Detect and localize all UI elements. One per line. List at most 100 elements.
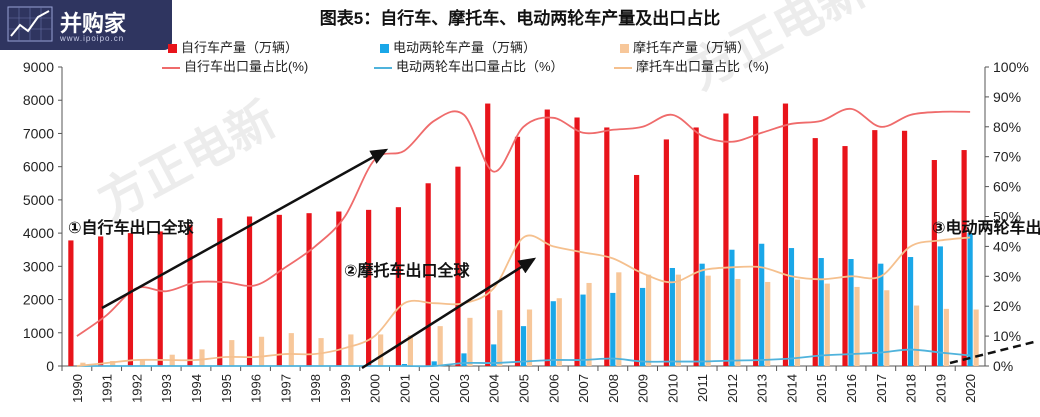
bar-moto [854, 286, 860, 366]
legend-swatch [168, 44, 177, 54]
bar-bicycle [753, 116, 759, 367]
y-left-tick-label: 0 [46, 358, 54, 374]
x-tick-label: 1999 [338, 374, 353, 403]
x-tick-label: 2001 [397, 374, 412, 403]
bar-bicycle [98, 236, 104, 366]
x-tick-label: 2013 [755, 374, 770, 403]
bar-bicycle [246, 216, 253, 366]
bar-bicycle [306, 213, 312, 366]
x-tick-label: 2002 [427, 374, 442, 403]
bar-ev [401, 364, 408, 366]
annotations: ①自行车出口全球 ②摩托车出口全球 ③电动两轮车出口全球 [68, 218, 1040, 280]
x-tick-label: 2006 [546, 374, 561, 403]
y-right-tick-label: 40% [993, 238, 1021, 254]
bar-bicycle [782, 103, 789, 367]
y-left-tick-label: 9000 [23, 59, 54, 75]
legend-label: 电动两轮车产量（万辆） [393, 40, 537, 55]
bar-moto [735, 278, 741, 366]
bar-bicycle [544, 109, 550, 366]
y-right-tick-label: 10% [993, 328, 1021, 344]
bar-ev [550, 301, 556, 366]
arrows [101, 148, 1039, 370]
line-moto-export [76, 234, 971, 367]
y-right-tick-label: 50% [993, 209, 1021, 225]
bar-moto [824, 283, 830, 366]
bar-bicycle [68, 240, 74, 366]
bar-bicycle [574, 117, 580, 367]
y-right-tick-label: 0% [993, 358, 1013, 374]
x-tick-label: 2008 [606, 374, 621, 403]
bar-moto [288, 333, 294, 366]
bar-ev [520, 326, 527, 366]
legend-moto-line: 摩托车出口量占比（%) [614, 56, 769, 75]
legend-swatch [620, 44, 629, 54]
y-left-tick-label: 5000 [23, 192, 54, 208]
y-left-tick-label: 4000 [23, 225, 54, 241]
bar-moto [378, 334, 384, 366]
bar-moto [258, 336, 265, 366]
bar-bicycle [187, 224, 193, 366]
legend-label: 电动两轮车出口量占比（%） [396, 59, 564, 74]
bar-bicycle [455, 166, 461, 366]
bar-moto [913, 305, 920, 366]
x-tick-label: 1997 [278, 374, 293, 403]
x-tick-label: 2012 [725, 374, 740, 403]
bar-ev [669, 267, 675, 366]
bar-moto [675, 274, 681, 366]
y-left-tick-label: 2000 [23, 292, 54, 308]
bar-bicycle [842, 146, 848, 366]
bar-bicycle [395, 207, 402, 366]
y-right-tick-label: 70% [993, 149, 1021, 165]
x-tick-label: 1992 [129, 374, 144, 403]
x-tick-label: 1991 [100, 374, 115, 403]
bar-bicycle [812, 138, 818, 366]
y-right-tick-label: 20% [993, 298, 1021, 314]
bars [68, 103, 979, 367]
x-tick-label: 2003 [457, 374, 472, 403]
bar-bicycle [901, 130, 908, 366]
logo: 并购家 www.ipoipo.cn [0, 0, 172, 50]
x-tick-label: 1993 [159, 374, 174, 403]
y-left-tick-label: 8000 [23, 92, 54, 108]
legend-bicycle-line: 自行车出口量占比(%) [162, 56, 308, 75]
bar-ev [818, 258, 824, 366]
legend-ev-line: 电动两轮车出口量占比（%） [374, 56, 564, 75]
bar-bicycle [336, 211, 342, 366]
annotation-moto: ②摩托车出口全球 [344, 261, 471, 280]
watermark-text: 方正电新 [90, 93, 284, 230]
bar-moto [497, 310, 503, 366]
bar-ev [967, 233, 973, 366]
legend-swatch [374, 66, 392, 69]
bar-ev [461, 353, 467, 366]
x-tick-label: 2011 [695, 374, 710, 402]
bar-ev [431, 361, 437, 366]
legend-swatch [162, 66, 180, 69]
bar-ev [937, 246, 943, 366]
bar-moto [973, 309, 979, 366]
bar-bicycle [276, 214, 282, 366]
x-tick-label: 2000 [368, 374, 383, 403]
legend-moto-bar: 摩托车产量（万辆） [620, 37, 750, 56]
y-right-tick-label: 90% [993, 89, 1021, 105]
line-ev-export [76, 348, 971, 368]
bar-moto [645, 274, 652, 366]
x-tick-label: 2005 [517, 374, 532, 403]
arrow-bicycle [101, 148, 389, 310]
legend-label: 自行车产量（万辆） [181, 40, 299, 55]
x-tick-label: 2018 [904, 374, 919, 403]
logo-text: 并购家 [60, 12, 127, 37]
x-tick-label: 2009 [636, 374, 651, 403]
bar-bicycle [217, 218, 223, 366]
bar-bicycle [485, 103, 491, 367]
bar-bicycle [425, 183, 431, 366]
legend-label: 摩托车产量（万辆） [633, 40, 751, 55]
bar-ev [729, 249, 735, 366]
x-tick-label: 1995 [219, 374, 234, 403]
x-tick-label: 1996 [249, 374, 264, 403]
bar-ev [610, 292, 616, 366]
bar-chart-logo-icon [7, 6, 53, 42]
x-tick-label: 2016 [844, 374, 859, 403]
bar-moto [586, 282, 592, 366]
y-right-tick-label: 100% [993, 59, 1029, 75]
